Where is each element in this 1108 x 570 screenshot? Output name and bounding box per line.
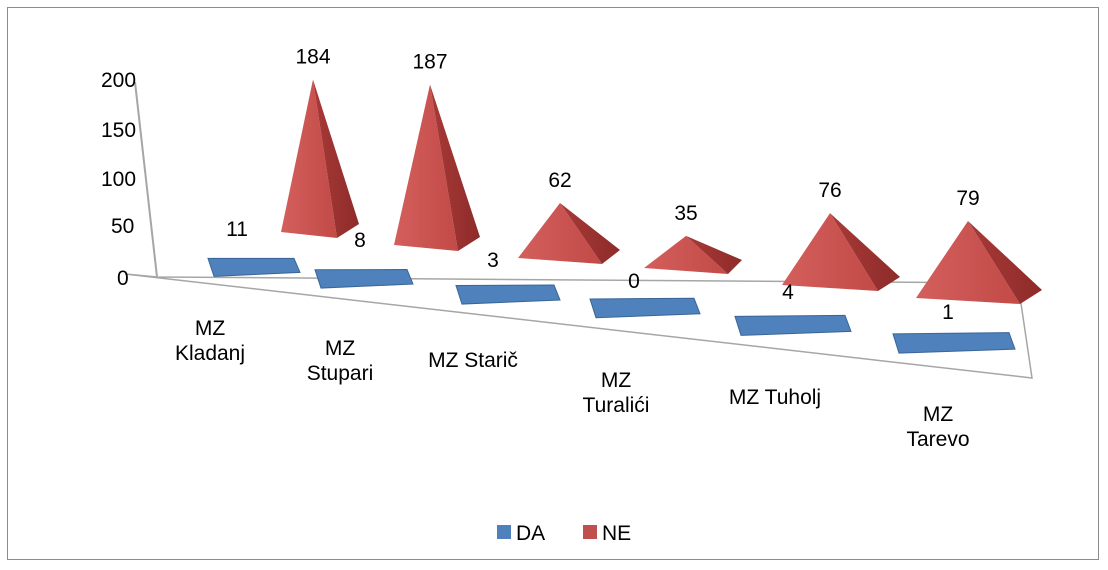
pyramid-ne	[281, 79, 359, 238]
pyramid-side-face	[830, 213, 900, 291]
axes-layer: 0 50 100 150 200	[101, 69, 1033, 379]
pyramid-da	[892, 332, 1016, 354]
legend-label-da: DA	[516, 522, 545, 545]
pyramid-ne	[782, 213, 900, 291]
pyramid-da-face	[734, 314, 852, 336]
pyramid-da	[314, 269, 414, 289]
floor	[124, 273, 1033, 379]
pyramid-side-face	[430, 84, 480, 251]
y-tick-label: 50	[111, 215, 134, 238]
pyramid-da	[589, 297, 701, 319]
pyramid-side-face	[686, 235, 742, 274]
pyramid-front-face	[644, 235, 728, 274]
pyramid-da-face	[589, 297, 701, 319]
y-tick-label: 150	[101, 119, 136, 142]
pyramid-front-face	[916, 220, 1020, 304]
pyramid-da	[734, 314, 852, 336]
pyramid-da-face	[892, 332, 1016, 354]
pyramid-front-face	[782, 213, 878, 291]
legend-label-ne: NE	[602, 522, 631, 545]
pyramid-side-face	[560, 202, 620, 264]
pyramid-da-face	[207, 257, 301, 277]
chart-frame	[7, 7, 1099, 560]
pyramid-da	[455, 284, 561, 305]
data-label-da: 1	[942, 301, 954, 324]
data-label-ne: 184	[295, 46, 330, 69]
series-ne	[281, 79, 1042, 304]
pyramid-da	[207, 257, 301, 277]
data-label-da: 4	[782, 281, 794, 304]
data-label-ne: 187	[412, 51, 447, 74]
labels-layer: 184 187 62 35 76 79 11 8 3 0 4 1 MZ Kladanj MZ Stupari M…	[175, 46, 980, 451]
x-category-label: MZ Starič	[428, 349, 518, 372]
pyramid-front-face	[518, 202, 602, 264]
series-da	[207, 257, 1016, 354]
data-label-ne: 76	[818, 179, 841, 202]
y-tick-label: 200	[101, 69, 136, 92]
x-category-label: MZ Stupari	[307, 337, 374, 385]
pyramid-side-face	[968, 220, 1042, 304]
pyramid-da-face	[314, 269, 414, 289]
pyramid-da-face	[455, 284, 561, 305]
y-tick-label: 0	[117, 267, 129, 290]
data-label-da: 8	[354, 229, 366, 252]
x-category-label: MZ Turalići	[583, 369, 650, 417]
data-label-ne: 35	[674, 202, 697, 225]
x-category-label: MZ Tuholj	[729, 386, 821, 409]
legend: DA NE	[497, 522, 631, 545]
x-category-label: MZ Kladanj	[175, 317, 245, 365]
y-tick-label: 100	[101, 168, 136, 191]
data-label-da: 11	[226, 218, 248, 241]
data-label-da: 0	[628, 270, 640, 293]
legend-swatch-da	[497, 525, 511, 539]
pyramid-side-face	[313, 79, 359, 238]
pyramid-front-face	[394, 84, 458, 251]
pyramid-ne	[518, 202, 620, 264]
pyramid-ne	[916, 220, 1042, 304]
x-category-label: MZ Tarevo	[906, 403, 969, 451]
legend-swatch-ne	[583, 525, 597, 539]
pyramid-ne	[394, 84, 480, 251]
pyramid-ne	[644, 235, 742, 274]
vertical-axis-line	[134, 81, 158, 278]
data-label-ne: 62	[548, 169, 571, 192]
data-label-da: 3	[487, 249, 499, 272]
pyramid-front-face	[281, 79, 337, 238]
data-label-ne: 79	[956, 187, 979, 210]
